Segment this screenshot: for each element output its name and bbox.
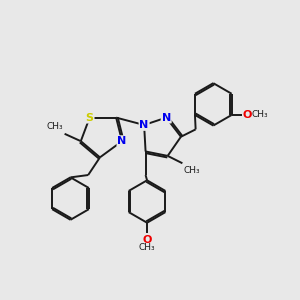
Text: CH₃: CH₃	[184, 166, 200, 175]
Text: N: N	[162, 112, 171, 123]
Text: O: O	[142, 235, 152, 245]
Text: CH₃: CH₃	[139, 243, 155, 252]
Text: S: S	[85, 112, 94, 123]
Text: O: O	[243, 110, 252, 120]
Text: N: N	[140, 120, 149, 130]
Text: CH₃: CH₃	[46, 122, 63, 131]
Text: CH₃: CH₃	[251, 110, 268, 119]
Text: N: N	[117, 136, 127, 146]
